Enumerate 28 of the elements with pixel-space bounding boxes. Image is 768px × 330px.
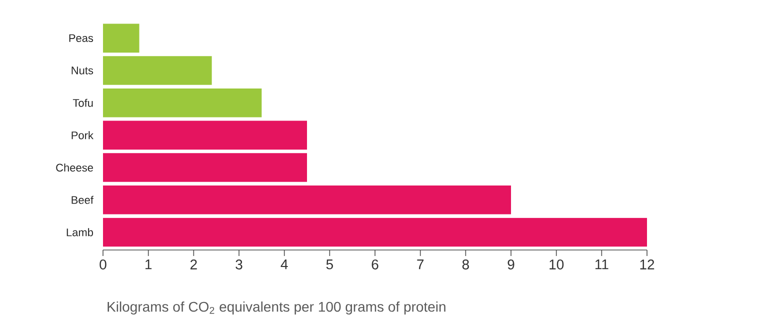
x-tick-label: 5: [326, 260, 333, 270]
y-tick-label: Tofu: [72, 98, 93, 107]
x-tick-label: 11: [595, 260, 608, 270]
bar: [103, 88, 262, 118]
y-tick-label: Peas: [69, 34, 94, 42]
x-tick-label: 6: [372, 260, 378, 270]
y-tick-label: Beef: [72, 196, 94, 204]
x-tick-label: 10: [550, 260, 564, 270]
y-tick-label: Pork: [72, 131, 94, 140]
x-tick-label: 9: [508, 260, 514, 270]
bar: [103, 218, 648, 247]
bar: [103, 120, 308, 150]
x-tick-label: 2: [190, 260, 197, 270]
x-axis-title: Kilograms of CO$_{2}$ equivalents per 100 grams of protein: [108, 301, 446, 315]
x-tick-label: 1: [146, 260, 152, 270]
x-tick-label: 4: [280, 260, 288, 270]
x-tick-label: 3: [236, 260, 242, 270]
y-tick-label: Nuts: [72, 66, 94, 74]
x-tick-label: 8: [462, 260, 469, 270]
x-tick-label: 12: [640, 260, 654, 270]
bar: [103, 24, 140, 53]
x-tick-label: 0: [100, 260, 106, 270]
x-tick-label: 7: [417, 260, 424, 270]
bar: [103, 153, 308, 182]
bar: [103, 185, 512, 214]
y-tick-label: Cheese: [56, 164, 93, 172]
y-tick-label: Lamb: [66, 228, 93, 236]
bar: [103, 56, 212, 85]
